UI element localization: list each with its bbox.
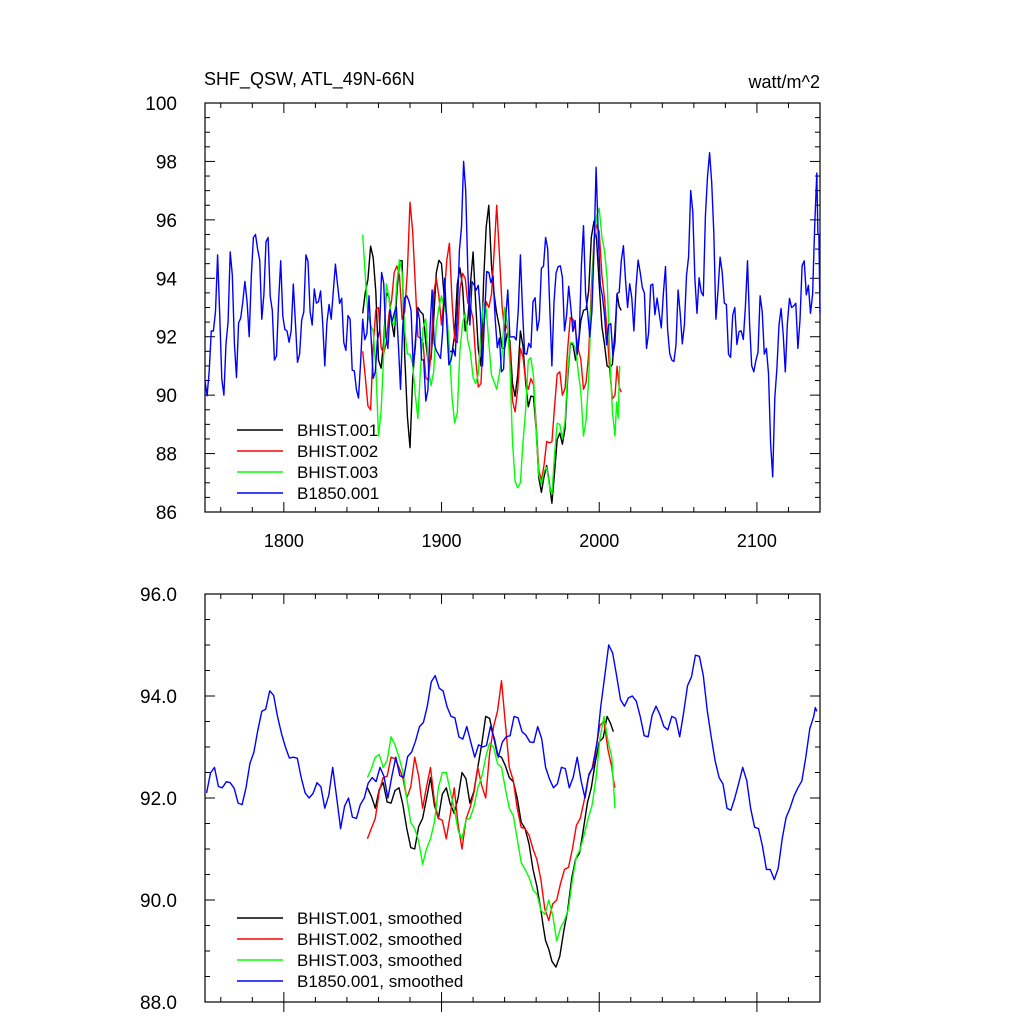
bottom-y-tick-label: 96.0	[140, 585, 177, 606]
top-y-tick-label: 100	[145, 94, 177, 115]
top-chart-units: watt/m^2	[748, 72, 820, 92]
top-x-tick-label: 1800	[264, 531, 304, 551]
top-y-tick-label: 98	[156, 152, 177, 173]
bottom-series-line-b1850-001-smoothed	[205, 644, 818, 881]
bottom-y-tick-label: 88.0	[140, 993, 177, 1014]
top-legend-label: BHIST.003	[297, 463, 378, 482]
top-x-tick-label: 2000	[579, 531, 619, 551]
top-y-tick-label: 94	[156, 269, 178, 290]
bottom-legend-label: BHIST.001, smoothed	[297, 909, 462, 928]
top-x-tick-label: 2100	[737, 531, 777, 551]
bottom-legend-label: BHIST.002, smoothed	[297, 930, 462, 949]
top-legend-label: B1850.001	[297, 484, 379, 503]
top-y-tick-label: 90	[156, 386, 177, 407]
top-chart-title: SHF_QSW, ATL_49N-66N	[204, 69, 415, 90]
top-series-line-bhist-003	[362, 207, 621, 496]
bottom-legend-label: B1850.001, smoothed	[297, 972, 463, 991]
top-panel: SHF_QSW, ATL_49N-66N watt/m^2 1800 1900 20…	[145, 69, 821, 551]
top-legend-label: BHIST.002	[297, 442, 378, 461]
bottom-legend-label: BHIST.003, smoothed	[297, 951, 462, 970]
top-y-tick-label: 96	[156, 211, 177, 232]
bottom-y-tick-label: 92.0	[140, 789, 177, 810]
bottom-series-line-bhist-003-smoothed	[366, 715, 616, 942]
bottom-series-line-bhist-002-smoothed	[366, 680, 616, 922]
top-y-tick-label: 92	[156, 328, 177, 349]
bottom-y-tick-label: 94.0	[140, 687, 177, 708]
bottom-panel: 88.0 90.0 92.0 94.0 96.0 BHIST.001, smoothed B…	[140, 585, 821, 1014]
top-series-line-b1850-001	[204, 152, 821, 478]
top-series-line-bhist-002	[362, 201, 622, 482]
top-y-tick-label: 86	[156, 503, 177, 524]
top-legend-label: BHIST.001	[297, 421, 378, 440]
top-y-tick-label: 88	[156, 445, 177, 466]
bottom-y-tick-label: 90.0	[140, 891, 177, 912]
top-x-tick-label: 1900	[422, 531, 462, 551]
